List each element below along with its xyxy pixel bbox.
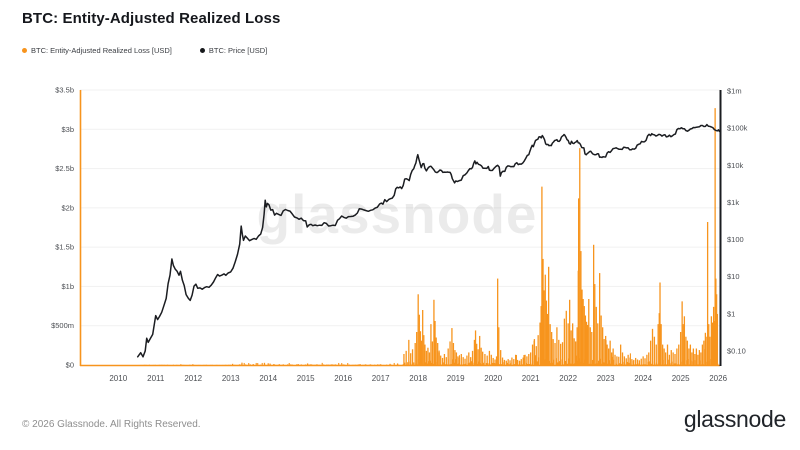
right-axis-labels: $1m $100k $10k $1k $100 $10 $1 $0.10 bbox=[727, 87, 748, 356]
svg-text:2016: 2016 bbox=[334, 374, 352, 383]
svg-text:2013: 2013 bbox=[222, 374, 240, 383]
legend-item-price[interactable]: BTC: Price [USD] bbox=[199, 46, 268, 55]
svg-text:2010: 2010 bbox=[109, 374, 127, 383]
svg-text:2024: 2024 bbox=[634, 374, 652, 383]
glassnode-logo: glassnode bbox=[683, 406, 786, 432]
legend-label-price: BTC: Price [USD] bbox=[208, 46, 268, 55]
svg-text:$10: $10 bbox=[727, 272, 740, 281]
svg-text:2023: 2023 bbox=[597, 374, 615, 383]
svg-text:2014: 2014 bbox=[259, 374, 277, 383]
svg-text:$1: $1 bbox=[727, 309, 735, 318]
svg-text:2017: 2017 bbox=[372, 374, 390, 383]
legend-label-realized-loss: BTC: Entity-Adjusted Realized Loss [USD] bbox=[31, 46, 172, 55]
legend-item-realized-loss[interactable]: BTC: Entity-Adjusted Realized Loss [USD] bbox=[22, 46, 172, 55]
watermark: glassnode bbox=[256, 183, 537, 245]
legend-swatch-price-icon bbox=[199, 48, 205, 53]
page-title: BTC: Entity-Adjusted Realized Loss bbox=[22, 10, 281, 27]
svg-text:2020: 2020 bbox=[484, 374, 502, 383]
svg-text:2019: 2019 bbox=[447, 374, 465, 383]
axis-lines bbox=[79, 90, 722, 367]
loss-bars bbox=[231, 108, 719, 365]
svg-text:$2b: $2b bbox=[61, 203, 74, 212]
svg-text:$0.10: $0.10 bbox=[727, 347, 746, 356]
svg-text:$1m: $1m bbox=[727, 87, 742, 96]
svg-text:$0: $0 bbox=[66, 361, 74, 370]
svg-text:$1b: $1b bbox=[61, 282, 74, 291]
svg-text:2022: 2022 bbox=[559, 374, 577, 383]
svg-text:$100: $100 bbox=[727, 235, 744, 244]
svg-text:2012: 2012 bbox=[184, 374, 202, 383]
price-line bbox=[136, 123, 721, 358]
svg-text:2018: 2018 bbox=[409, 374, 427, 383]
legend: BTC: Entity-Adjusted Realized Loss [USD]… bbox=[22, 46, 267, 55]
svg-text:$500m: $500m bbox=[51, 321, 74, 330]
chart-canvas[interactable]: glassnode $3.5b $3b $2.5b $2b $1.5b $1b $500m $0… bbox=[0, 0, 800, 400]
svg-text:2021: 2021 bbox=[522, 374, 540, 383]
legend-swatch-loss-icon bbox=[22, 48, 27, 53]
x-axis-labels: 2010 2011 2012 2013 2014 2015 2016 2017 2018 2019… bbox=[109, 374, 727, 383]
glassnode-watermark: glassnode bbox=[256, 183, 537, 245]
svg-text:2026: 2026 bbox=[709, 374, 727, 383]
copyright-text: © 2026 Glassnode. All Rights Reserved. bbox=[22, 419, 201, 430]
left-axis-labels: $3.5b $3b $2.5b $2b $1.5b $1b $500m $0 bbox=[51, 86, 74, 370]
svg-text:$1k: $1k bbox=[727, 198, 739, 207]
svg-text:$3b: $3b bbox=[61, 125, 74, 134]
svg-text:$2.5b: $2.5b bbox=[55, 164, 74, 173]
svg-text:2025: 2025 bbox=[672, 374, 690, 383]
svg-text:$10k: $10k bbox=[727, 161, 744, 170]
svg-text:2015: 2015 bbox=[297, 374, 315, 383]
gridlines bbox=[80, 89, 720, 327]
svg-text:$3.5b: $3.5b bbox=[55, 86, 74, 95]
svg-text:$100k: $100k bbox=[727, 124, 748, 133]
svg-text:2011: 2011 bbox=[147, 374, 165, 383]
svg-text:$1.5b: $1.5b bbox=[55, 243, 74, 252]
